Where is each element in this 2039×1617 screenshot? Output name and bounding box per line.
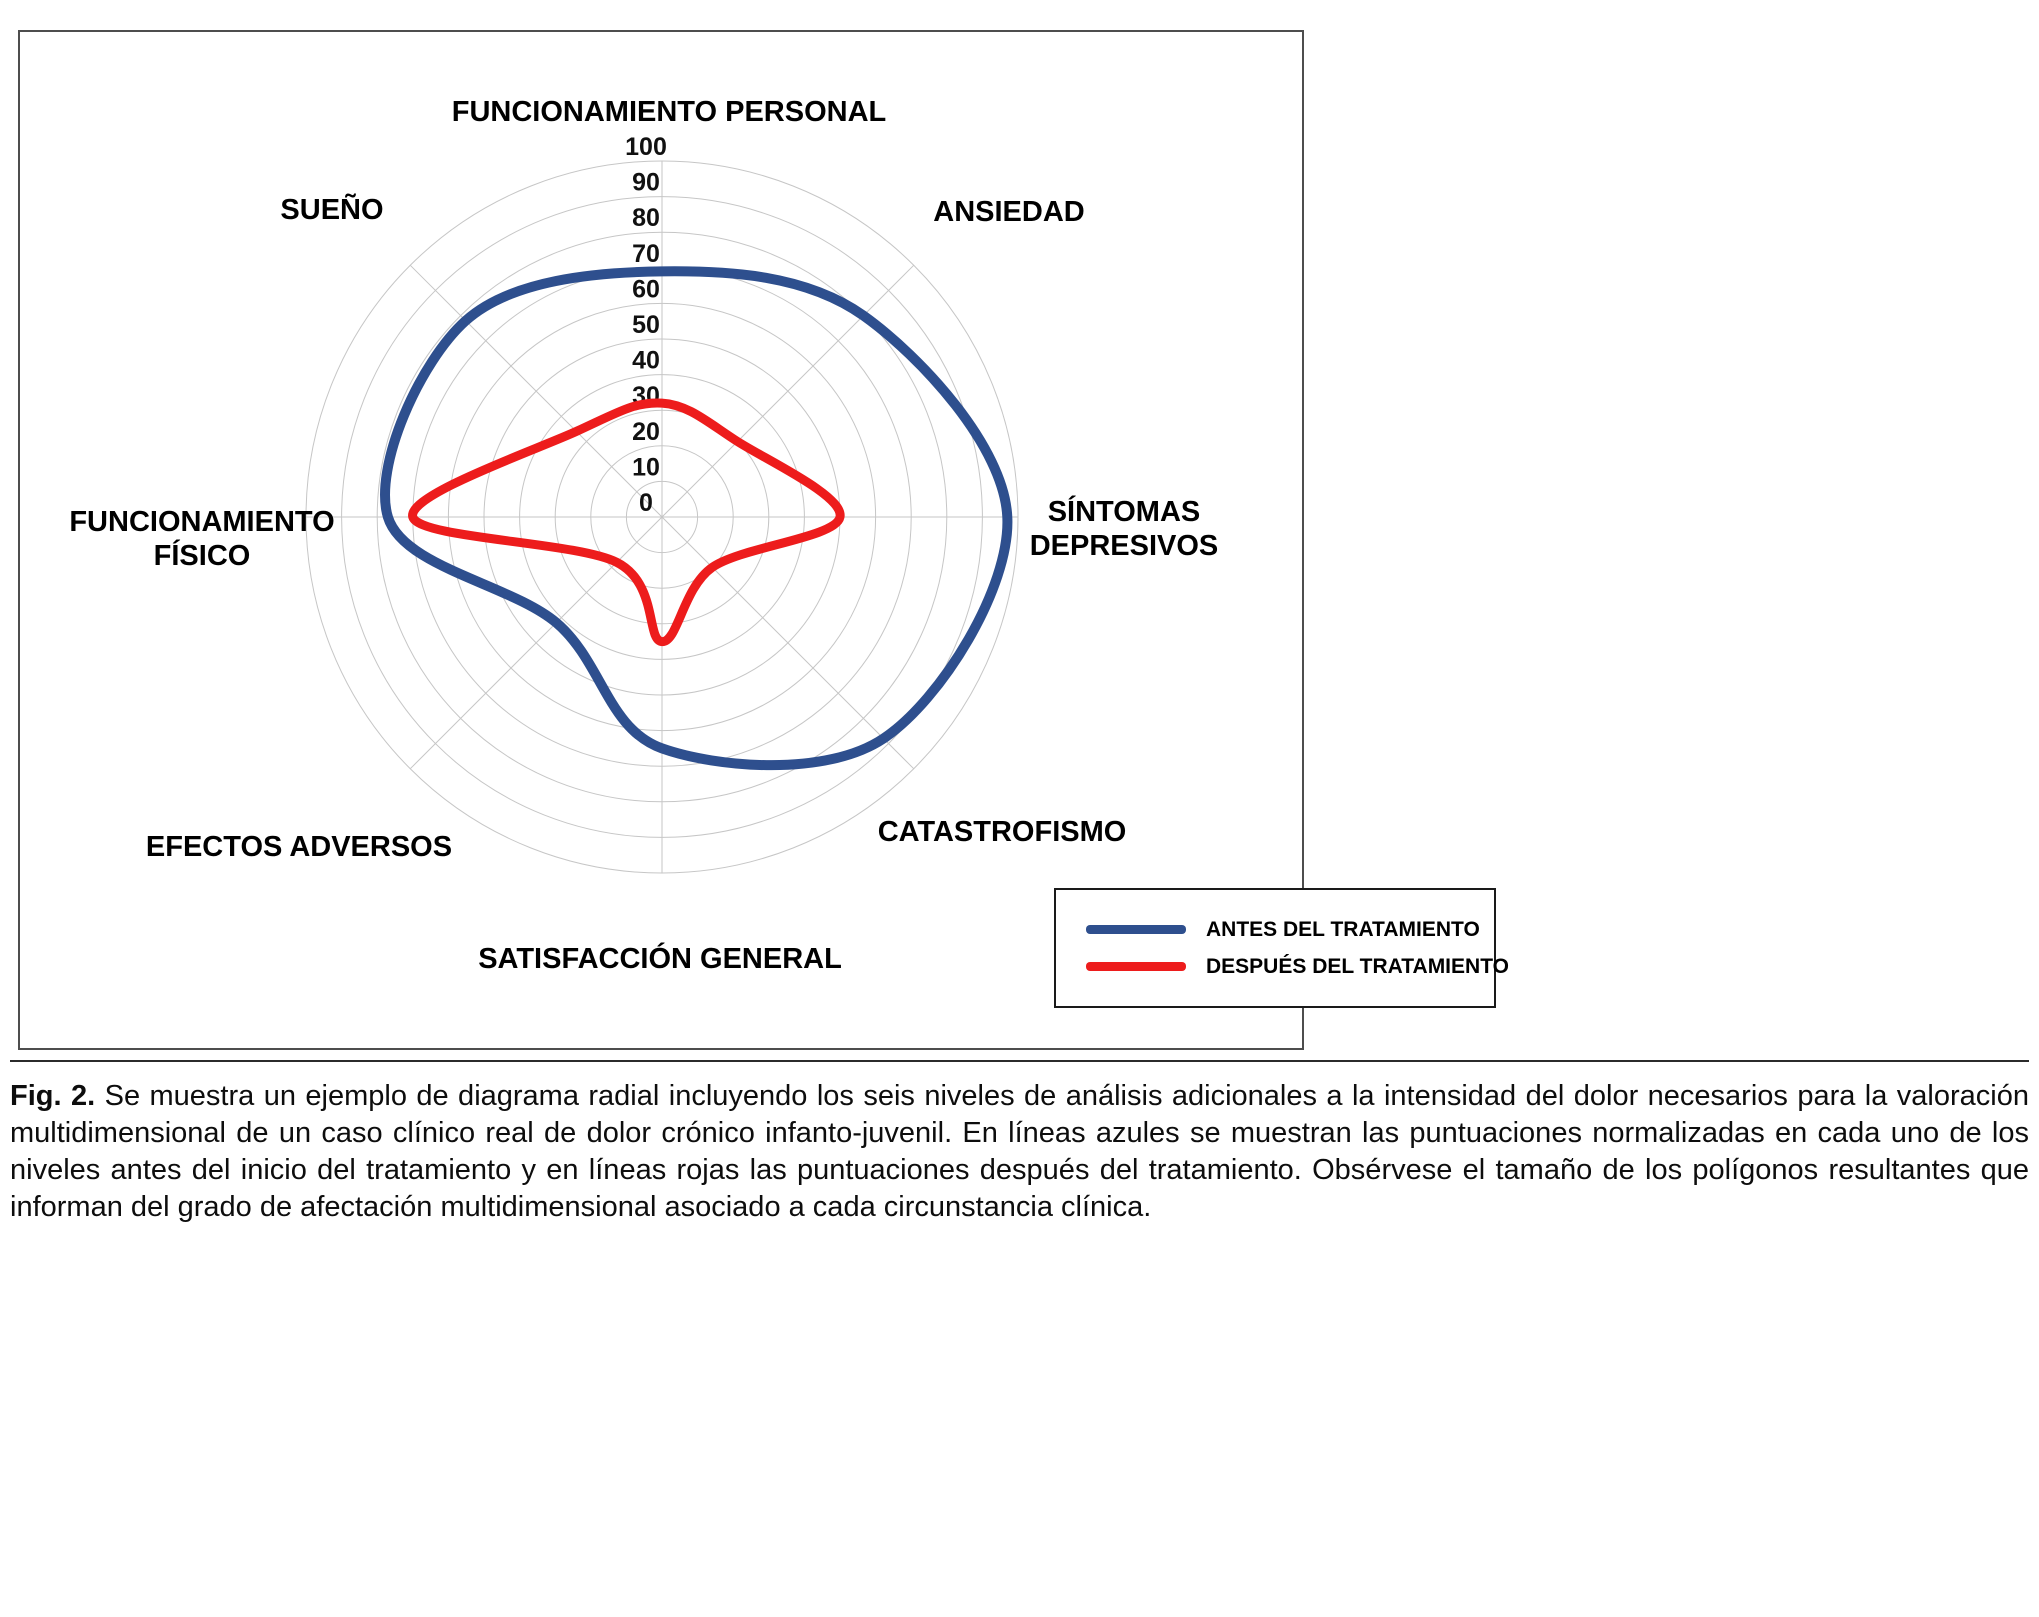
series-lines (380, 266, 1013, 771)
figure-caption: Fig. 2. Se muestra un ejemplo de diagram… (10, 1060, 2029, 1226)
radar-series-0 (380, 266, 1013, 771)
radial-tick-label: 20 (632, 418, 660, 446)
radial-tick-label: 50 (632, 311, 660, 339)
legend-box: ANTES DEL TRATAMIENTO DESPUÉS DEL TRATAM… (1054, 888, 1509, 1008)
axis-spokes (306, 161, 1018, 873)
radial-tick-label: 70 (632, 240, 660, 268)
legend-item-despues: DESPUÉS DEL TRATAMIENTO (1086, 955, 1509, 979)
axis-spoke (661, 516, 915, 770)
figure-panel: 0 10 20 30 40 50 60 70 80 90 100 FUNCIONAMIENTO PE… (18, 30, 1509, 1050)
radar-series-1 (408, 398, 845, 647)
axis-label-satisfaccion-general: SATISFACCIÓN GENERAL (478, 942, 842, 975)
radial-tick-label: 40 (632, 347, 660, 375)
axis-spoke (409, 516, 663, 770)
axis-spoke (409, 264, 663, 518)
radial-tick-label: 10 (632, 453, 660, 481)
axis-label-sueno: SUEÑO (280, 193, 384, 226)
radial-tick-label: 90 (632, 169, 660, 197)
axis-label-funcionamiento-personal: FUNCIONAMIENTO PERSONAL (451, 95, 887, 128)
legend-item-antes: ANTES DEL TRATAMIENTO (1086, 918, 1494, 942)
radial-tick-label: 0 (639, 489, 653, 517)
legend-swatch-antes (1086, 925, 1186, 934)
radial-tick-label: 80 (632, 204, 660, 232)
axis-label-efectos-adversos: EFECTOS ADVERSOS (145, 830, 453, 863)
legend-swatch-despues (1086, 962, 1186, 971)
figure-caption-label: Fig. 2. (10, 1080, 96, 1112)
legend-label-antes: ANTES DEL TRATAMIENTO (1206, 917, 1480, 941)
radial-tick-label: 100 (625, 133, 667, 161)
axis-spoke (661, 264, 915, 518)
axis-label-sintomas-depresivos: SÍNTOMAS DEPRESIVOS (1029, 495, 1219, 562)
legend-label-despues: DESPUÉS DEL TRATAMIENTO (1206, 954, 1509, 978)
axis-label-funcionamiento-fisico: FUNCIONAMIENTO FÍSICO (69, 505, 335, 572)
axis-label-ansiedad: ANSIEDAD (933, 195, 1085, 228)
axis-label-catastrofismo: CATASTROFISMO (877, 815, 1127, 848)
figure-caption-text: Se muestra un ejemplo de diagrama radial… (10, 1080, 2029, 1224)
radial-tick-label: 60 (632, 275, 660, 303)
